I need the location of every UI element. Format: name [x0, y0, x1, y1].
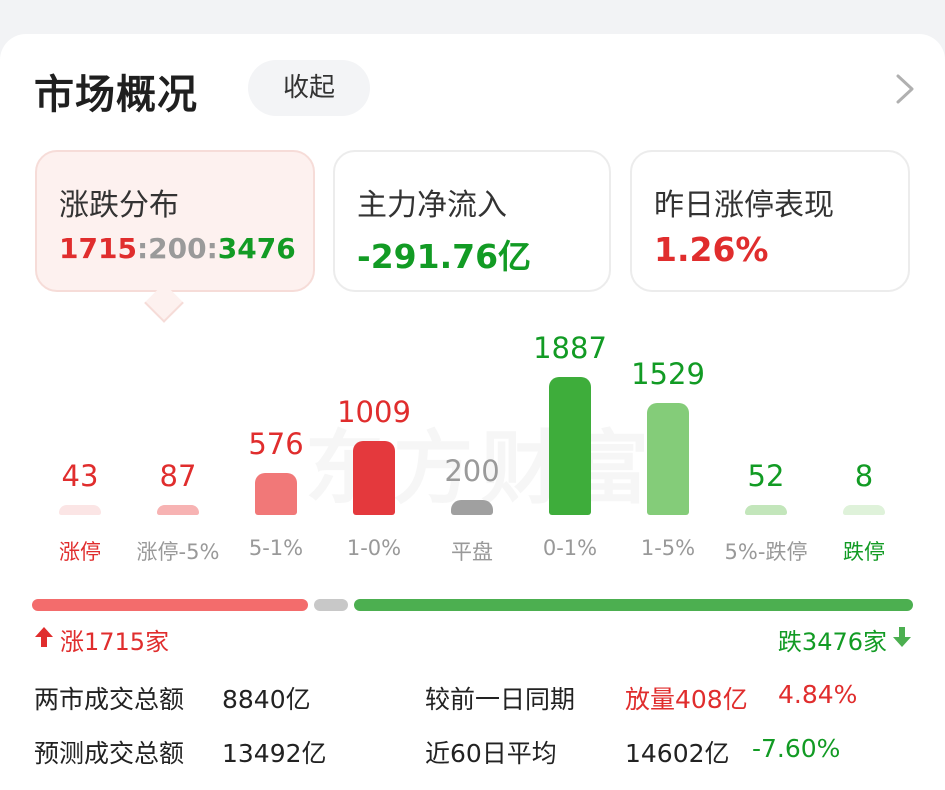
avg-label: 近60日平均: [425, 739, 557, 768]
compare-pct: 4.84%: [778, 680, 858, 709]
compare-value: 放量408亿: [625, 685, 748, 714]
ratio-bar-down: [354, 599, 913, 611]
page-title: 市场概况: [34, 72, 198, 118]
down-total-label: 跌3476家: [777, 628, 887, 656]
stat-label: 涨跌分布: [59, 188, 179, 223]
avg-value: 14602亿: [625, 739, 730, 768]
stat-card-limit-up[interactable]: 昨日涨停表现 1.26%: [630, 150, 910, 292]
distribution-bar: [843, 505, 885, 515]
distribution-label: 5-1%: [248, 536, 304, 560]
arrow-down-icon: [893, 627, 911, 647]
distribution-bar: [255, 472, 297, 515]
distribution-label: 1-0%: [346, 536, 402, 560]
distribution-bar: [647, 403, 689, 515]
distribution-bar: [549, 377, 591, 515]
distribution-label: 跌停: [843, 540, 885, 564]
ratio-sep: :: [136, 232, 149, 265]
distribution-value: 87: [159, 459, 197, 493]
up-count: 1715: [59, 232, 137, 265]
net-inflow-value: -291.76亿: [357, 237, 532, 276]
collapse-button[interactable]: 收起: [248, 60, 370, 116]
distribution-label: 涨停-5%: [136, 540, 220, 564]
arrow-up-icon: [35, 627, 53, 647]
avg-pct: -7.60%: [752, 734, 841, 763]
distribution-value: 1887: [533, 331, 607, 365]
stat-label: 昨日涨停表现: [654, 188, 834, 223]
turnover-label: 两市成交总额: [34, 685, 185, 714]
compare-label: 较前一日同期: [425, 685, 576, 714]
distribution-label: 1-5%: [640, 536, 696, 560]
distribution-value: 576: [248, 426, 304, 461]
flat-count: 200: [148, 232, 207, 265]
ratio-bar-up: [32, 599, 309, 611]
distribution-value: 200: [444, 454, 500, 489]
ratio-sep: :: [206, 232, 218, 265]
distribution-value: 1529: [631, 357, 705, 392]
down-count: 3476: [217, 232, 296, 265]
distribution-bar: [353, 441, 395, 515]
distribution-label: 5%-跌停: [724, 540, 808, 564]
up-total-label: 涨1715家: [60, 628, 170, 656]
forecast-value: 13492亿: [222, 739, 327, 768]
distribution-value: 52: [747, 459, 785, 493]
stat-label: 主力净流入: [357, 188, 507, 223]
stat-card-distribution[interactable]: 涨跌分布 1715:200:3476: [35, 150, 315, 292]
distribution-label: 涨停: [59, 540, 101, 564]
distribution-value: 8: [854, 459, 874, 493]
distribution-label: 0-1%: [542, 536, 598, 560]
distribution-value: 43: [61, 459, 99, 493]
distribution-bar: [59, 505, 101, 515]
distribution-label: 平盘: [451, 540, 493, 564]
limit-up-performance-value: 1.26%: [654, 230, 769, 269]
forecast-label: 预测成交总额: [34, 739, 185, 768]
turnover-value: 8840亿: [222, 685, 311, 714]
chevron-right-icon[interactable]: [890, 72, 920, 106]
distribution-bar: [157, 505, 199, 515]
distribution-bar: [451, 500, 493, 515]
distribution-bar: [745, 505, 787, 515]
updown-ratio: 1715:200:3476: [59, 232, 296, 265]
ratio-bar-flat: [314, 599, 349, 611]
stat-card-net-inflow[interactable]: 主力净流入 -291.76亿: [333, 150, 611, 292]
distribution-value: 1009: [337, 395, 411, 430]
